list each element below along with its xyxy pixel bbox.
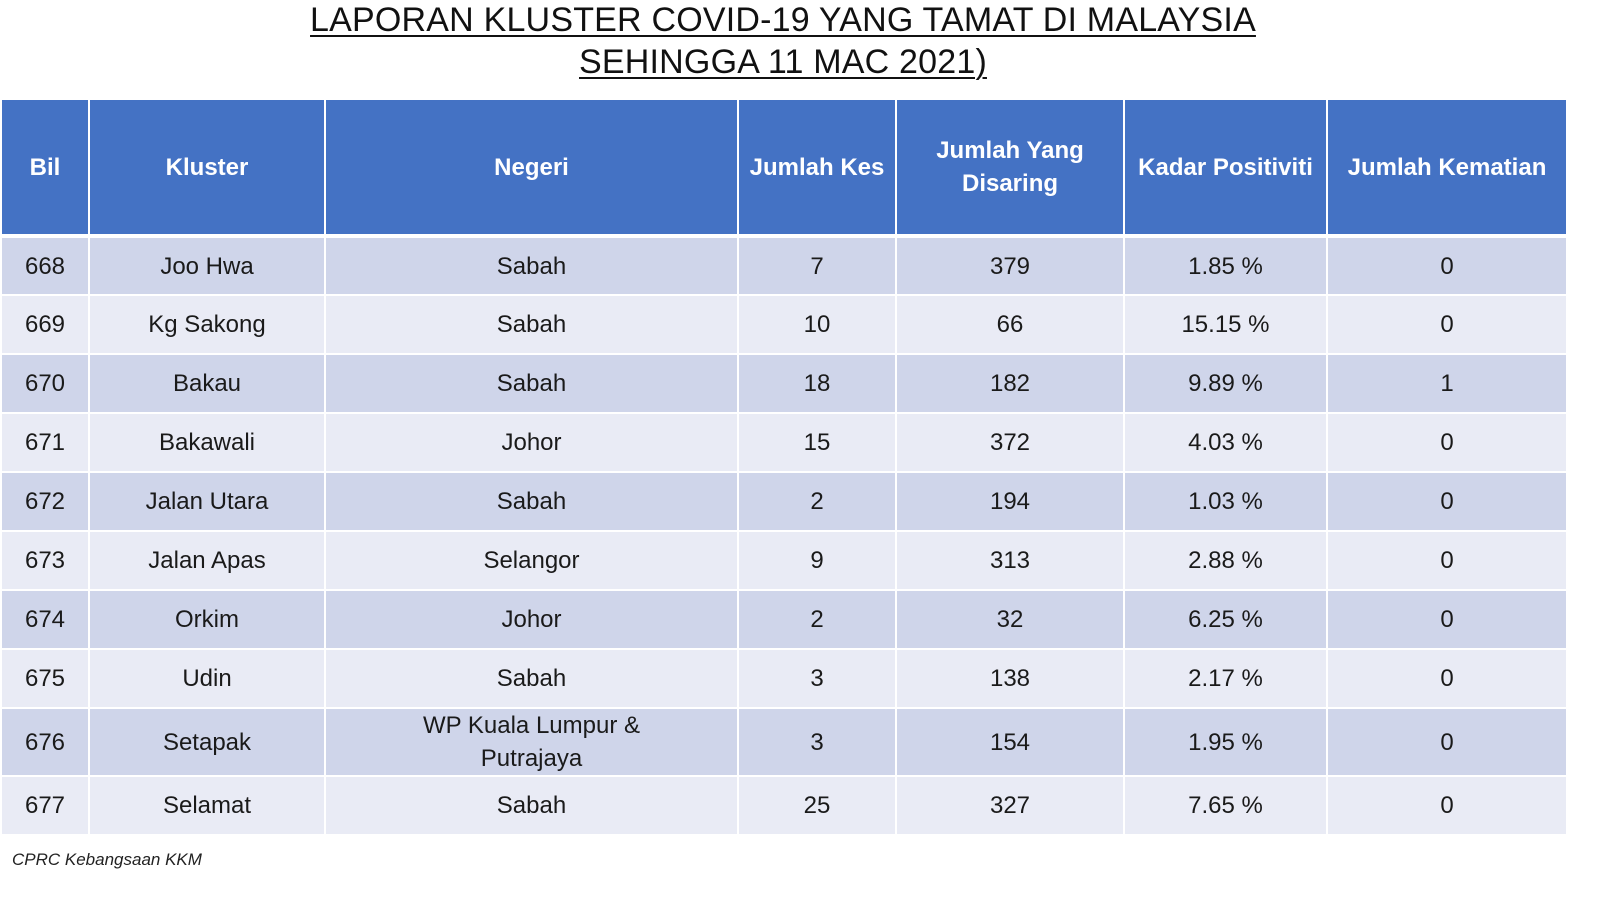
cell-kadar-positiviti: 15.15 % bbox=[1123, 294, 1328, 355]
cell-jumlah-kes: 25 bbox=[737, 775, 897, 836]
cell-kluster: Setapak bbox=[88, 707, 326, 777]
cell-jumlah-kematian: 0 bbox=[1326, 294, 1568, 355]
cell-bil: 676 bbox=[0, 707, 90, 777]
report-title-line-2: SEHINGGA 11 MAC 2021) bbox=[579, 43, 987, 81]
cell-jumlah-disaring: 66 bbox=[895, 294, 1125, 355]
cell-jumlah-kematian: 0 bbox=[1326, 589, 1568, 650]
cell-jumlah-kes: 3 bbox=[737, 648, 897, 709]
cell-kluster: Orkim bbox=[88, 589, 326, 650]
cell-jumlah-kes: 10 bbox=[737, 294, 897, 355]
cell-jumlah-kematian: 0 bbox=[1326, 775, 1568, 836]
cell-kluster: Bakau bbox=[88, 353, 326, 414]
cell-negeri: Sabah bbox=[324, 294, 739, 355]
cell-jumlah-disaring: 154 bbox=[895, 707, 1125, 777]
header-jumlah-kematian: Jumlah Kematian bbox=[1326, 98, 1568, 237]
cell-bil: 675 bbox=[0, 648, 90, 709]
cell-jumlah-disaring: 182 bbox=[895, 353, 1125, 414]
cell-kadar-positiviti: 4.03 % bbox=[1123, 412, 1328, 473]
cell-negeri: Selangor bbox=[324, 530, 739, 591]
header-jumlah-kes: Jumlah Kes bbox=[737, 98, 897, 237]
table-body: 668 Joo Hwa Sabah 7 379 1.85 % 0 669 Kg … bbox=[0, 235, 1568, 836]
cell-kadar-positiviti: 7.65 % bbox=[1123, 775, 1328, 836]
cell-jumlah-kes: 9 bbox=[737, 530, 897, 591]
cell-jumlah-kematian: 0 bbox=[1326, 707, 1568, 777]
table-row: 670 Bakau Sabah 18 182 9.89 % 1 bbox=[0, 353, 1568, 414]
cell-negeri: Johor bbox=[324, 589, 739, 650]
cell-kadar-positiviti: 2.17 % bbox=[1123, 648, 1328, 709]
cell-bil: 670 bbox=[0, 353, 90, 414]
header-row: Bil Kluster Negeri Jumlah Kes Jumlah Yan… bbox=[0, 98, 1568, 237]
cell-jumlah-kes: 15 bbox=[737, 412, 897, 473]
cell-jumlah-kematian: 0 bbox=[1326, 648, 1568, 709]
cell-kluster: Udin bbox=[88, 648, 326, 709]
cell-jumlah-disaring: 313 bbox=[895, 530, 1125, 591]
cell-jumlah-disaring: 372 bbox=[895, 412, 1125, 473]
cell-kadar-positiviti: 1.03 % bbox=[1123, 471, 1328, 532]
cell-negeri: Sabah bbox=[324, 648, 739, 709]
cell-kluster: Jalan Apas bbox=[88, 530, 326, 591]
cell-bil: 672 bbox=[0, 471, 90, 532]
table-row: 668 Joo Hwa Sabah 7 379 1.85 % 0 bbox=[0, 235, 1568, 296]
report-title-line-1: LAPORAN KLUSTER COVID-19 YANG TAMAT DI M… bbox=[310, 1, 1256, 39]
cell-kadar-positiviti: 6.25 % bbox=[1123, 589, 1328, 650]
table-row: 671 Bakawali Johor 15 372 4.03 % 0 bbox=[0, 412, 1568, 473]
cell-bil: 671 bbox=[0, 412, 90, 473]
cell-bil: 674 bbox=[0, 589, 90, 650]
cell-negeri: Johor bbox=[324, 412, 739, 473]
cell-kluster: Bakawali bbox=[88, 412, 326, 473]
cell-kadar-positiviti: 2.88 % bbox=[1123, 530, 1328, 591]
cell-jumlah-disaring: 138 bbox=[895, 648, 1125, 709]
source-footnote: CPRC Kebangsaan KKM bbox=[12, 850, 202, 869]
cell-kluster: Jalan Utara bbox=[88, 471, 326, 532]
report-title: LAPORAN KLUSTER COVID-19 YANG TAMAT DI M… bbox=[0, 0, 1566, 83]
table-row: 669 Kg Sakong Sabah 10 66 15.15 % 0 bbox=[0, 294, 1568, 355]
cell-kluster: Kg Sakong bbox=[88, 294, 326, 355]
table-row: 675 Udin Sabah 3 138 2.17 % 0 bbox=[0, 648, 1568, 709]
cell-jumlah-kes: 18 bbox=[737, 353, 897, 414]
cell-jumlah-disaring: 194 bbox=[895, 471, 1125, 532]
cell-jumlah-kematian: 0 bbox=[1326, 471, 1568, 532]
table-row: 673 Jalan Apas Selangor 9 313 2.88 % 0 bbox=[0, 530, 1568, 591]
cell-bil: 673 bbox=[0, 530, 90, 591]
cell-jumlah-kematian: 0 bbox=[1326, 412, 1568, 473]
cell-kluster: Selamat bbox=[88, 775, 326, 836]
cell-jumlah-kes: 7 bbox=[737, 235, 897, 296]
cell-negeri: Sabah bbox=[324, 775, 739, 836]
header-bil: Bil bbox=[0, 98, 90, 237]
header-kluster: Kluster bbox=[88, 98, 326, 237]
cell-jumlah-disaring: 327 bbox=[895, 775, 1125, 836]
cell-jumlah-disaring: 379 bbox=[895, 235, 1125, 296]
cell-jumlah-kes: 2 bbox=[737, 471, 897, 532]
header-negeri: Negeri bbox=[324, 98, 739, 237]
cell-kadar-positiviti: 1.85 % bbox=[1123, 235, 1328, 296]
table-row: 672 Jalan Utara Sabah 2 194 1.03 % 0 bbox=[0, 471, 1568, 532]
cell-negeri: Sabah bbox=[324, 353, 739, 414]
cell-kluster: Joo Hwa bbox=[88, 235, 326, 296]
cell-bil: 668 bbox=[0, 235, 90, 296]
cell-jumlah-kes: 3 bbox=[737, 707, 897, 777]
header-jumlah-disaring: Jumlah Yang Disaring bbox=[895, 98, 1125, 237]
cell-kadar-positiviti: 9.89 % bbox=[1123, 353, 1328, 414]
cell-jumlah-kematian: 0 bbox=[1326, 235, 1568, 296]
header-jumlah-disaring-label: Jumlah Yang Disaring bbox=[936, 137, 1084, 197]
cell-jumlah-kematian: 0 bbox=[1326, 530, 1568, 591]
cluster-table: Bil Kluster Negeri Jumlah Kes Jumlah Yan… bbox=[0, 98, 1568, 836]
cell-jumlah-kes: 2 bbox=[737, 589, 897, 650]
table-row: 674 Orkim Johor 2 32 6.25 % 0 bbox=[0, 589, 1568, 650]
cell-negeri-label: WP Kuala Lumpur & Putrajaya bbox=[423, 712, 640, 772]
cell-jumlah-disaring: 32 bbox=[895, 589, 1125, 650]
cell-bil: 669 bbox=[0, 294, 90, 355]
table-row: 676 Setapak WP Kuala Lumpur & Putrajaya … bbox=[0, 707, 1568, 777]
table-row: 677 Selamat Sabah 25 327 7.65 % 0 bbox=[0, 775, 1568, 836]
header-kadar-positiviti: Kadar Positiviti bbox=[1123, 98, 1328, 237]
cell-bil: 677 bbox=[0, 775, 90, 836]
cell-negeri: Sabah bbox=[324, 471, 739, 532]
cell-negeri: WP Kuala Lumpur & Putrajaya bbox=[324, 707, 739, 777]
cell-jumlah-kematian: 1 bbox=[1326, 353, 1568, 414]
cell-kadar-positiviti: 1.95 % bbox=[1123, 707, 1328, 777]
cell-negeri: Sabah bbox=[324, 235, 739, 296]
table-header: Bil Kluster Negeri Jumlah Kes Jumlah Yan… bbox=[0, 98, 1568, 237]
